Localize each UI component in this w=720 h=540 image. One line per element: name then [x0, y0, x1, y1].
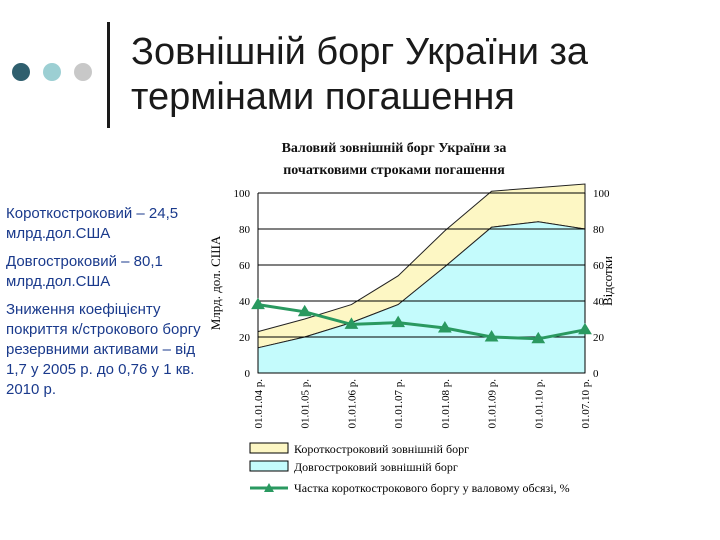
- right-tick-label: 100: [593, 188, 610, 200]
- y-axis-label-left: Млрд. дол. США: [208, 235, 223, 330]
- note-short-term: Короткостроковий – 24,5 млрд.дол.США: [6, 205, 179, 242]
- x-tick-label: 01.01.05 р.: [300, 379, 312, 429]
- slide-title: Зовнішній борг України за термінами пога…: [131, 30, 691, 120]
- short-term-share-line: [257, 303, 586, 341]
- note-long-term: Довгостроковий – 80,1 млрд.дол.США: [6, 253, 163, 290]
- x-tick-label: 01.01.07 р.: [393, 379, 405, 429]
- x-tick-label: 01.01.08 р.: [440, 379, 452, 429]
- x-tick-label: 01.01.04 р.: [253, 379, 265, 429]
- decor-dot-gray: [74, 63, 92, 81]
- notes-panel: Короткостроковий – 24,5 млрд.дол.США Дов…: [6, 204, 206, 408]
- x-tick-label: 01.01.09 р.: [487, 379, 499, 429]
- chart-title-line-1: Валовий зовнішній борг України за: [282, 141, 507, 156]
- left-tick-label: 0: [245, 368, 251, 380]
- x-tick-label: 01.01.10 р.: [533, 379, 545, 429]
- right-tick-label: 60: [593, 260, 605, 272]
- note-coverage: Зниження коефіцієнту покриття к/строково…: [6, 301, 201, 398]
- title-divider: [107, 22, 110, 128]
- short-term-share-marker: [297, 304, 312, 317]
- short-term-share-marker: [391, 315, 406, 328]
- legend-label: Довгостроковий зовнішній борг: [294, 460, 458, 474]
- legend-swatch: [249, 460, 289, 472]
- legend-swatch-marker: [264, 483, 274, 492]
- debt-chart: Валовий зовнішній борг України за початко…: [208, 141, 615, 495]
- short-term-share-marker: [437, 321, 452, 333]
- short-term-share-marker: [531, 331, 546, 344]
- legend-swatch: [249, 442, 289, 454]
- decor-dot-dark: [12, 63, 30, 81]
- x-tick-label: 01.07.10 р.: [580, 379, 592, 429]
- slide-title-line-2: термінами погашення: [131, 76, 515, 118]
- long-term-debt-area: [257, 221, 586, 374]
- chart-title-line-2: початковими строками погашення: [283, 163, 505, 178]
- left-tick-label: 80: [239, 224, 251, 236]
- right-tick-label: 80: [593, 224, 605, 236]
- short-term-share-marker: [344, 317, 359, 329]
- left-tick-label: 100: [234, 188, 251, 200]
- legend-label: Частка короткострокового боргу у валовом…: [294, 481, 570, 495]
- short-term-share-marker: [578, 322, 592, 335]
- right-tick-label: 0: [593, 368, 599, 380]
- short-term-share-marker: [251, 297, 265, 310]
- left-tick-label: 60: [239, 260, 251, 272]
- right-tick-label: 20: [593, 332, 605, 344]
- decor-dot-teal: [43, 63, 61, 81]
- decorative-dots: [12, 63, 94, 83]
- left-tick-label: 40: [239, 296, 251, 308]
- right-tick-label: 40: [593, 296, 605, 308]
- left-tick-label: 20: [239, 332, 251, 344]
- y-axis-label-right: Відсотки: [600, 256, 615, 306]
- short-term-share-marker: [484, 330, 499, 342]
- legend-label: Короткостроковий зовнішній борг: [294, 442, 469, 456]
- slide-title-line-1: Зовнішній борг України за: [131, 31, 589, 73]
- x-tick-label: 01.01.06 р.: [346, 379, 358, 429]
